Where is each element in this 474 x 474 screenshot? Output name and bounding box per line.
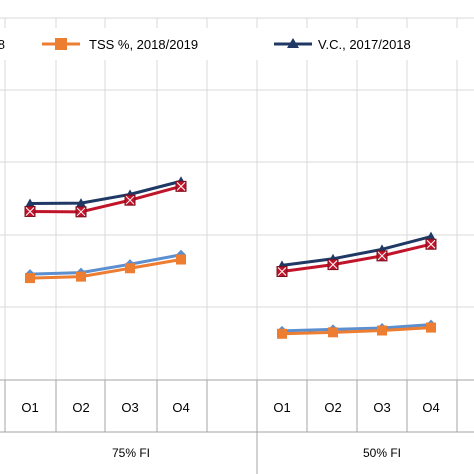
tick-label-o4: O4 [172,400,189,415]
marker-cross [426,239,436,249]
series-line [281,323,432,333]
data-point [76,271,86,282]
group-label: 75% FI [112,446,150,460]
series-line [29,253,182,276]
series-2 [25,249,436,336]
series-line [29,179,182,205]
tick-label-o3: O3 [121,400,138,415]
data-point [175,180,187,192]
legend: 8 TSS %, 2018/2019 V.C., 2017/2018 [0,28,474,60]
data-point [377,325,387,336]
data-point [426,322,436,333]
series-line [29,184,182,214]
legend-label-clipped: 8 [0,37,5,52]
data-point [426,231,436,241]
tick-label-o4: O4 [422,400,439,415]
tick-label-o2: O2 [324,400,341,415]
marker-cross [125,195,135,205]
data-point [328,327,338,338]
legend-marker-vc [287,38,299,48]
data-point [25,198,35,208]
series-line [29,258,182,280]
legend-label-tss: TSS %, 2018/2019 [89,37,198,52]
legend-label-vc: V.C., 2017/2018 [318,37,411,52]
data-point [376,250,388,262]
data-point [125,263,135,274]
series-layer [24,176,437,339]
data-point [75,206,87,218]
tick-label-o2: O2 [72,400,89,415]
marker-cross [377,251,387,261]
category-axis: O1 O2 O3 O4 75% FI O1 O2 O3 O4 50% FI [0,379,474,474]
data-point [425,238,437,250]
tick-label-o1: O1 [273,400,290,415]
group-label: 50% FI [363,446,401,460]
marker-cross [277,267,287,276]
marker-cross [76,207,86,217]
data-point [124,194,136,206]
data-point [24,205,36,217]
legend-marker-tss [55,38,67,50]
marker-cross [25,207,35,216]
tick-label-o1: O1 [21,400,38,415]
tick-label-o3: O3 [373,400,390,415]
series-line [281,242,432,274]
data-point [276,266,288,278]
data-point [327,259,339,271]
data-point [176,254,186,265]
data-point [76,198,86,208]
series-line [281,235,432,267]
data-point [25,273,35,284]
series-3 [25,254,436,339]
series-line [281,326,432,336]
series-1 [24,180,437,278]
marker-cross [328,260,338,269]
data-point [277,328,287,339]
series-0 [25,176,436,270]
marker-cross [176,181,186,191]
